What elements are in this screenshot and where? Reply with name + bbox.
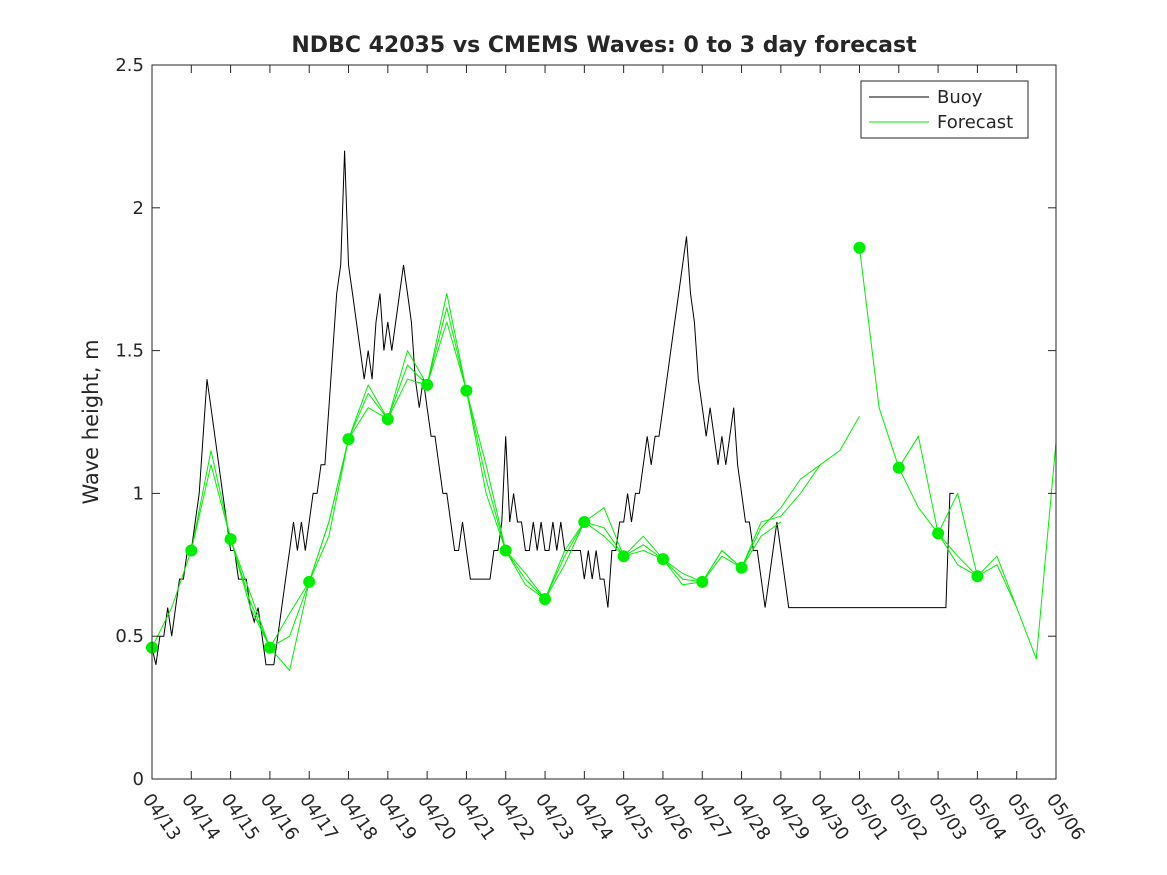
y-tick-label-0: 0 — [133, 769, 144, 790]
buoy-series-line — [151, 150, 954, 666]
forecast-run-line-9 — [505, 521, 625, 600]
forecast-run-line-16 — [859, 247, 978, 577]
forecast-marker-16 — [853, 241, 866, 254]
forecast-marker-8 — [460, 384, 473, 397]
y-tick-label-3: 1.5 — [115, 341, 144, 362]
forecast-marker-17 — [892, 461, 905, 474]
forecast-marker-14 — [696, 575, 709, 588]
forecast-run-line-18 — [937, 441, 1057, 660]
forecast-marker-2 — [224, 533, 237, 546]
forecast-marker-7 — [421, 378, 434, 391]
legend: Buoy Forecast — [860, 80, 1029, 139]
forecast-run-line-5 — [348, 307, 467, 440]
forecast-run-line-4 — [308, 378, 428, 583]
legend-forecast-label: Forecast — [937, 112, 1013, 133]
plot-area — [152, 65, 1056, 779]
forecast-marker-10 — [539, 593, 551, 606]
forecast-run-line-15 — [741, 416, 860, 568]
forecast-run-line-17 — [898, 467, 1018, 608]
forecast-run-line-10 — [544, 507, 664, 600]
forecast-run-line-0 — [151, 464, 271, 648]
forecast-marker-1 — [185, 544, 198, 557]
forecast-run-line-1 — [190, 450, 310, 649]
forecast-marker-5 — [342, 433, 355, 446]
forecast-marker-13 — [657, 553, 669, 566]
forecast-marker-18 — [932, 527, 945, 540]
forecast-marker-9 — [499, 544, 512, 557]
forecast-marker-6 — [381, 413, 394, 426]
forecast-run-line-12 — [623, 544, 742, 586]
series-layer — [151, 150, 1057, 671]
legend-box — [860, 80, 1029, 139]
forecast-run-line-14 — [701, 464, 821, 583]
axes-box — [151, 64, 1057, 780]
forecast-marker-3 — [263, 641, 276, 654]
forecast-run-line-11 — [584, 521, 703, 583]
forecast-run-line-6 — [387, 293, 507, 551]
y-tick-label-2: 1 — [133, 483, 144, 504]
y-tick-label-4: 2 — [133, 198, 144, 219]
forecast-marker-11 — [578, 516, 591, 528]
chart-title: NDBC 42035 vs CMEMS Waves: 0 to 3 day fo… — [291, 33, 917, 58]
forecast-run-line-8 — [465, 390, 585, 600]
y-axis-label: Wave height, m — [79, 339, 103, 504]
y-tick-label-5: 2.5 — [115, 55, 144, 76]
forecast-marker-19 — [971, 570, 984, 583]
marker-layer — [146, 241, 984, 654]
forecast-run-line-3 — [269, 407, 389, 648]
y-tick-label-1: 0.5 — [115, 626, 144, 647]
forecast-marker-12 — [617, 550, 630, 563]
forecast-run-line-7 — [426, 321, 546, 600]
forecast-marker-15 — [735, 561, 748, 574]
forecast-marker-4 — [303, 575, 316, 588]
legend-buoy-label: Buoy — [937, 87, 983, 108]
